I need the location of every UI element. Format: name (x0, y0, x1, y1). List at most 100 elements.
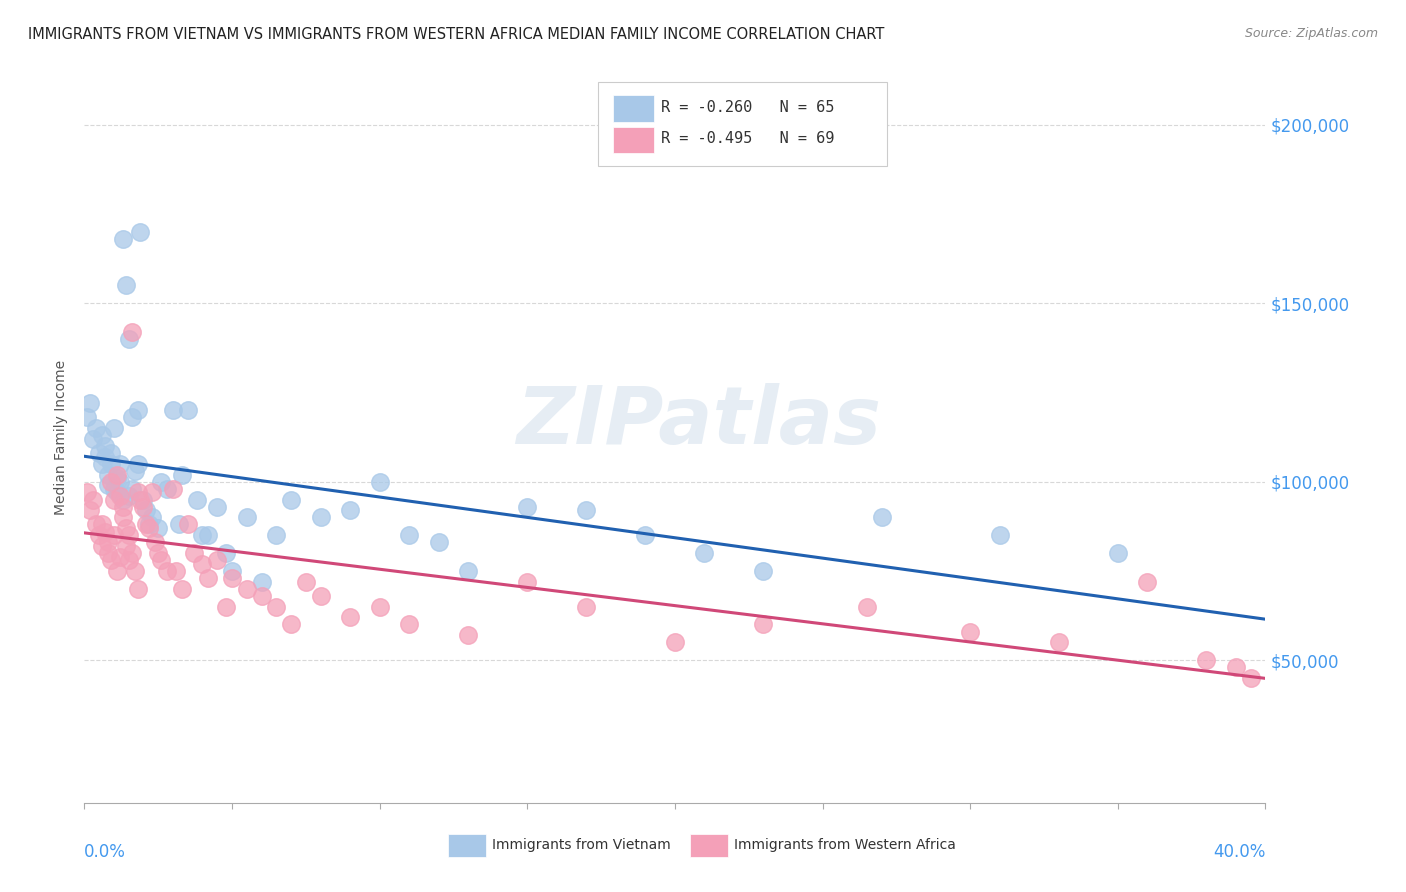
Point (1047, 635, 1070, 649)
Point (97, 535, 120, 549)
Point (103, 421, 125, 435)
Point (1195, 653, 1218, 667)
Point (191, 528, 214, 542)
Point (135, 517, 157, 532)
Point (79, 503, 101, 517)
Point (183, 546, 205, 560)
Point (103, 482, 125, 496)
Point (118, 553, 141, 567)
Point (427, 535, 450, 549)
Point (103, 492, 125, 507)
Point (105, 564, 128, 578)
Point (108, 549, 131, 564)
Point (150, 475, 173, 489)
Point (105, 467, 128, 482)
Point (76, 485, 98, 500)
Point (186, 492, 208, 507)
Point (94, 450, 117, 464)
Point (162, 403, 184, 417)
Point (398, 528, 420, 542)
Point (111, 500, 134, 514)
Point (215, 546, 238, 560)
Point (94, 524, 117, 539)
Point (207, 500, 229, 514)
Point (91, 539, 114, 553)
Point (100, 457, 122, 471)
Point (108, 489, 131, 503)
Point (368, 475, 391, 489)
Point (266, 528, 288, 542)
Point (752, 617, 775, 632)
Point (148, 521, 170, 535)
Point (121, 325, 143, 339)
Point (132, 492, 155, 507)
Point (664, 635, 686, 649)
Point (177, 403, 200, 417)
Text: 40.0%: 40.0% (1213, 843, 1265, 861)
FancyBboxPatch shape (690, 833, 728, 857)
Point (1225, 660, 1247, 674)
Point (280, 492, 302, 507)
Point (127, 582, 149, 596)
Point (76, 410, 98, 425)
Point (162, 482, 184, 496)
Point (368, 599, 391, 614)
Point (236, 582, 259, 596)
Point (197, 571, 219, 585)
Point (94, 439, 117, 453)
Point (191, 557, 214, 571)
Point (82, 492, 104, 507)
FancyBboxPatch shape (613, 127, 654, 153)
Point (236, 510, 259, 524)
Point (870, 510, 893, 524)
Point (105, 485, 128, 500)
Point (124, 464, 146, 478)
Text: Source: ZipAtlas.com: Source: ZipAtlas.com (1244, 27, 1378, 40)
Point (127, 457, 149, 471)
Y-axis label: Median Family Income: Median Family Income (55, 359, 69, 515)
Point (295, 574, 318, 589)
Text: Immigrants from Vietnam: Immigrants from Vietnam (492, 838, 671, 852)
Point (100, 553, 122, 567)
Point (97, 478, 120, 492)
Point (266, 599, 288, 614)
Point (856, 599, 879, 614)
Point (575, 599, 598, 614)
Text: 0.0%: 0.0% (84, 843, 127, 861)
Text: Immigrants from Western Africa: Immigrants from Western Africa (734, 838, 956, 852)
Point (339, 610, 361, 624)
Point (167, 517, 190, 532)
Point (91, 457, 114, 471)
Point (114, 539, 136, 553)
Point (114, 278, 136, 293)
Point (108, 475, 131, 489)
Point (103, 528, 125, 542)
FancyBboxPatch shape (613, 95, 654, 122)
Point (129, 492, 152, 507)
Point (170, 467, 193, 482)
Point (127, 485, 149, 500)
Point (309, 589, 332, 603)
Point (84, 517, 107, 532)
Point (118, 489, 141, 503)
Point (516, 574, 538, 589)
Point (143, 535, 166, 549)
Point (141, 510, 163, 524)
Point (114, 521, 136, 535)
Text: ZIPatlas: ZIPatlas (516, 384, 882, 461)
Point (97, 467, 120, 482)
Point (141, 485, 163, 500)
Point (339, 503, 361, 517)
Point (280, 617, 302, 632)
Point (138, 521, 160, 535)
Point (575, 503, 598, 517)
Point (108, 457, 131, 471)
Point (91, 517, 114, 532)
Point (215, 599, 238, 614)
Point (398, 617, 420, 632)
Point (165, 564, 187, 578)
Point (138, 517, 160, 532)
Point (82, 432, 104, 446)
Point (84, 421, 107, 435)
Point (197, 528, 219, 542)
